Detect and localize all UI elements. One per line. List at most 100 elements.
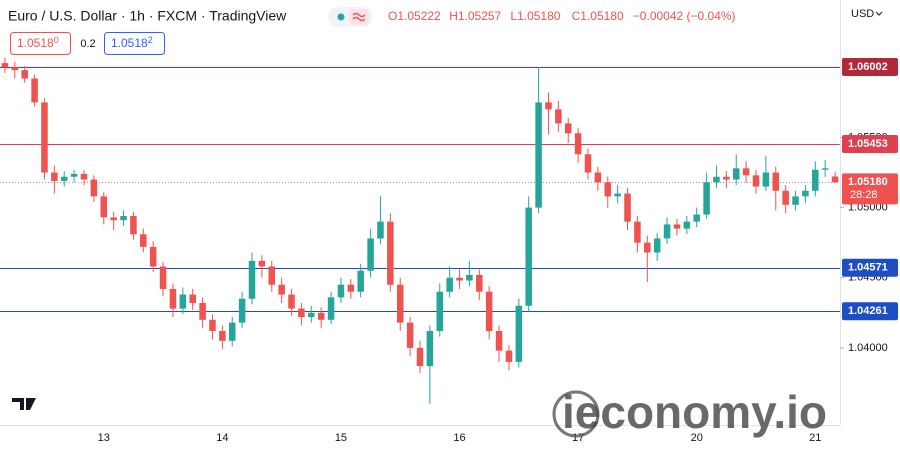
candle-body <box>51 172 58 181</box>
candle-body <box>110 217 117 221</box>
candle-body <box>337 284 345 298</box>
chart-title: Euro / U.S. Dollar · 1h · FXCM · Trading… <box>8 8 287 24</box>
candle-body <box>189 294 196 303</box>
candle-body <box>327 297 335 320</box>
candle-body <box>130 216 137 235</box>
candle-body <box>347 284 355 292</box>
candle-body <box>584 154 592 173</box>
candle-body <box>406 322 414 348</box>
watermark-ring <box>552 390 600 438</box>
price-tag <box>842 302 898 321</box>
candle-body <box>812 169 819 191</box>
candle-body <box>673 224 681 229</box>
watermark: ieconomy.io <box>562 386 827 438</box>
candle-body <box>21 70 28 79</box>
candle-body <box>634 221 641 243</box>
price-tag-label: 1.05180 <box>848 176 888 188</box>
price-tag <box>842 258 898 277</box>
candle-body <box>476 274 483 292</box>
candle-body <box>159 266 167 289</box>
candle-body <box>624 193 631 222</box>
x-tick-label: 20 <box>691 432 703 444</box>
plot-area <box>0 57 840 404</box>
candle-body <box>703 182 710 215</box>
x-tick-label: 15 <box>335 432 347 444</box>
candle-body <box>426 331 434 367</box>
candle-body <box>713 176 720 183</box>
quote-price: 1.05182 <box>111 35 153 50</box>
candle-body <box>308 312 315 317</box>
tv-logo <box>12 398 36 410</box>
ohlc-value: H1.05257 <box>449 9 501 23</box>
candle-body <box>535 102 542 208</box>
candle-body <box>802 190 809 197</box>
candle-body <box>387 221 394 285</box>
candle-body <box>515 305 523 362</box>
candle-body <box>792 196 799 205</box>
countdown: 28:28 <box>850 189 878 201</box>
candle-body <box>505 350 513 362</box>
candle-body <box>367 238 374 271</box>
candle-body <box>545 102 552 110</box>
sell-box[interactable] <box>10 32 71 55</box>
price-tag-label: 1.05453 <box>848 138 888 150</box>
candle-body <box>80 173 88 180</box>
candle-body <box>179 294 187 309</box>
candle-body <box>614 193 621 197</box>
ohlc-value: C1.05180 <box>572 9 624 23</box>
buy-box[interactable] <box>104 32 165 55</box>
candle-body <box>416 347 424 367</box>
candle-body <box>1 63 9 68</box>
price-tag-label: 1.04571 <box>848 262 888 274</box>
status-dot <box>337 13 345 21</box>
candle-body <box>298 308 305 317</box>
candle-body <box>446 277 453 292</box>
candle-body <box>377 221 384 239</box>
candle-body <box>485 291 493 332</box>
candle-body <box>248 260 256 299</box>
candle-body <box>100 196 108 218</box>
quote-price: 1.05180 <box>17 35 59 50</box>
candle-body <box>11 67 19 71</box>
x-tick-label: 16 <box>453 432 465 444</box>
candle-body <box>564 123 572 134</box>
candle-body <box>70 173 78 177</box>
price-tag <box>842 58 898 77</box>
candle-body <box>604 182 612 197</box>
replay-icon <box>352 12 366 22</box>
candle-body <box>821 168 829 170</box>
candle-body <box>525 207 532 306</box>
price-tag-label: 1.04261 <box>848 305 888 317</box>
candle-body <box>436 291 444 332</box>
candle-body <box>169 288 177 309</box>
candle-body <box>693 214 700 222</box>
candle-body <box>555 109 562 124</box>
ohlc-value: L1.05180 <box>510 9 560 23</box>
candle-body <box>268 266 276 285</box>
price-tag <box>842 173 898 205</box>
candle-body <box>742 168 750 176</box>
candle-body <box>831 176 839 183</box>
currency-caret <box>875 11 883 16</box>
price-tag-label: 1.06002 <box>848 61 888 73</box>
candle-body <box>732 168 740 180</box>
candle-body <box>653 238 661 253</box>
candle-body <box>219 331 226 341</box>
candle-body <box>495 331 503 351</box>
candle-body <box>31 78 38 103</box>
ohlc-value: −0.00042 (−0.04%) <box>633 9 736 23</box>
candle-body <box>140 234 147 247</box>
candle-body <box>258 260 266 267</box>
candle-body <box>149 246 157 267</box>
y-tick-label: 1.04000 <box>848 342 888 354</box>
candle-body <box>683 221 691 229</box>
candle-body <box>288 294 295 309</box>
candle-body <box>574 133 582 155</box>
candle-body <box>644 242 651 253</box>
ohlc-value: O1.05222 <box>388 9 441 23</box>
spread: 0.2 <box>80 38 95 50</box>
candle-body <box>772 172 780 191</box>
candle-body <box>238 298 246 323</box>
